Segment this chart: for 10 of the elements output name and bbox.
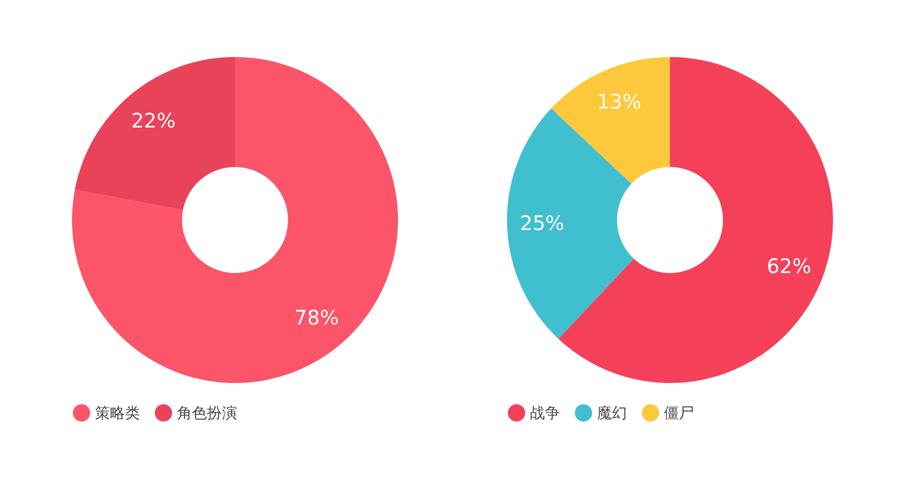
- legend-label: 魔幻: [597, 404, 627, 422]
- legend-label: 战争: [530, 404, 560, 422]
- legend-label: 角色扮演: [177, 404, 237, 422]
- data-label: 13%: [596, 90, 642, 114]
- data-label: 25%: [520, 211, 564, 236]
- data-label: 62%: [766, 254, 812, 278]
- legend-label: 策略类: [95, 404, 140, 422]
- data-label: 22%: [131, 108, 176, 132]
- legend-label: 僵尸: [664, 404, 694, 422]
- data-label: 78%: [294, 306, 339, 330]
